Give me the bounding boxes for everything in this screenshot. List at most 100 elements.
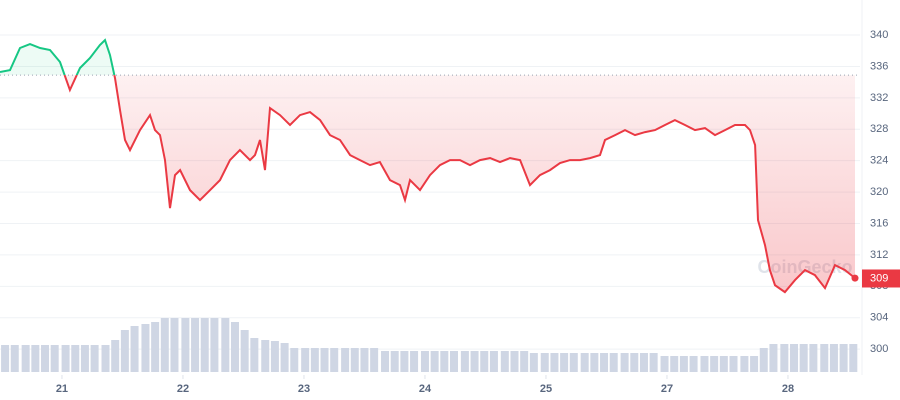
volume-bar [381,351,390,372]
volume-bar [710,356,719,372]
volume-bar [829,344,838,372]
volume-bar [310,348,319,372]
volume-bar [550,353,559,372]
volume-bar [560,353,569,372]
volume-bar [350,348,359,372]
volume-bar [700,356,709,372]
volume-bar [660,356,669,372]
volume-bar [470,351,479,372]
volume-bar [90,345,99,372]
volume-bar [400,351,409,372]
volume-bar [799,344,808,372]
volume-bar [630,353,639,372]
volume-bar [520,351,529,372]
volume-bar [750,356,759,372]
volume-bar [740,356,749,372]
current-price-tag [862,269,900,288]
volume-bar [120,330,129,372]
volume-bar [460,351,469,372]
volume-bar [729,356,738,372]
volume-bar [230,322,239,372]
volume-bar [410,351,419,372]
volume-bar [21,345,30,372]
volume-bar [80,345,89,372]
current-price-label: 309 [870,272,888,284]
y-tick-label: 324 [870,155,888,167]
volume-bar [420,351,429,372]
volume-bar [50,345,59,372]
x-tick-label: 25 [540,383,552,395]
x-tick-label: 24 [419,383,432,395]
y-tick-label: 336 [870,60,888,72]
volume-bar [1,345,10,372]
volume-bar [689,356,698,372]
volume-bar [769,344,778,372]
volume-bar [600,353,609,372]
volume-bar [290,348,299,372]
volume-bar [151,322,160,372]
volume-bar [270,341,279,372]
volume-bar [31,345,40,372]
volume-bar [261,340,270,372]
volume-bar [679,356,688,372]
x-tick-label: 28 [782,383,794,395]
volume-bar [529,353,538,372]
price-line-down [63,75,856,294]
volume-bar [639,353,648,372]
volume-bar [849,344,858,372]
volume-bar [280,343,289,372]
volume-bar [790,344,799,372]
volume-bar [301,348,310,372]
volume-bar [569,353,578,372]
volume-bar [210,318,219,372]
y-tick-label: 304 [870,312,888,324]
volume-bar [41,345,50,372]
volume-bar [330,348,339,372]
volume-bar [390,351,399,372]
volume-bar [370,348,379,372]
volume-bar [590,353,599,372]
volume-bar [649,353,658,372]
x-tick-label: 22 [177,383,189,395]
volume-bar [200,318,209,372]
volume-bar [111,340,120,372]
x-tick-label: 21 [56,383,68,395]
y-tick-label: 340 [870,29,888,41]
volume-bar [609,353,618,372]
volume-bar [820,344,829,372]
y-tick-label: 328 [870,123,888,135]
x-tick-label: 23 [298,383,310,395]
volume-bar [320,348,329,372]
volume-bar [170,318,179,372]
volume-bar [61,345,70,372]
volume-bar [10,345,19,372]
volume-bar [71,345,80,372]
volume-bar [360,348,369,372]
volume-bar [540,353,549,372]
y-tick-label: 316 [870,217,888,229]
volume-bar [430,351,439,372]
volume-bar [780,344,789,372]
volume-bar [240,330,249,372]
volume-bar [449,351,458,372]
volume-bar [839,344,848,372]
volume-bar [809,344,818,372]
volume-bar [141,324,150,372]
last-point [851,274,859,282]
volume-bar [250,338,259,372]
volume-bar [221,318,230,372]
volume-bar [341,348,350,372]
volume-bar [191,318,200,372]
volume-bar [500,351,509,372]
x-tick-label: 27 [661,383,673,395]
volume-bar [440,351,449,372]
volume-bar [480,351,489,372]
y-tick-label: 312 [870,249,888,261]
volume-bar [160,318,169,372]
y-tick-label: 320 [870,186,888,198]
y-tick-label: 300 [870,343,888,355]
volume-bar [510,351,519,372]
y-tick-label: 332 [870,92,888,104]
volume-bar [719,356,728,372]
